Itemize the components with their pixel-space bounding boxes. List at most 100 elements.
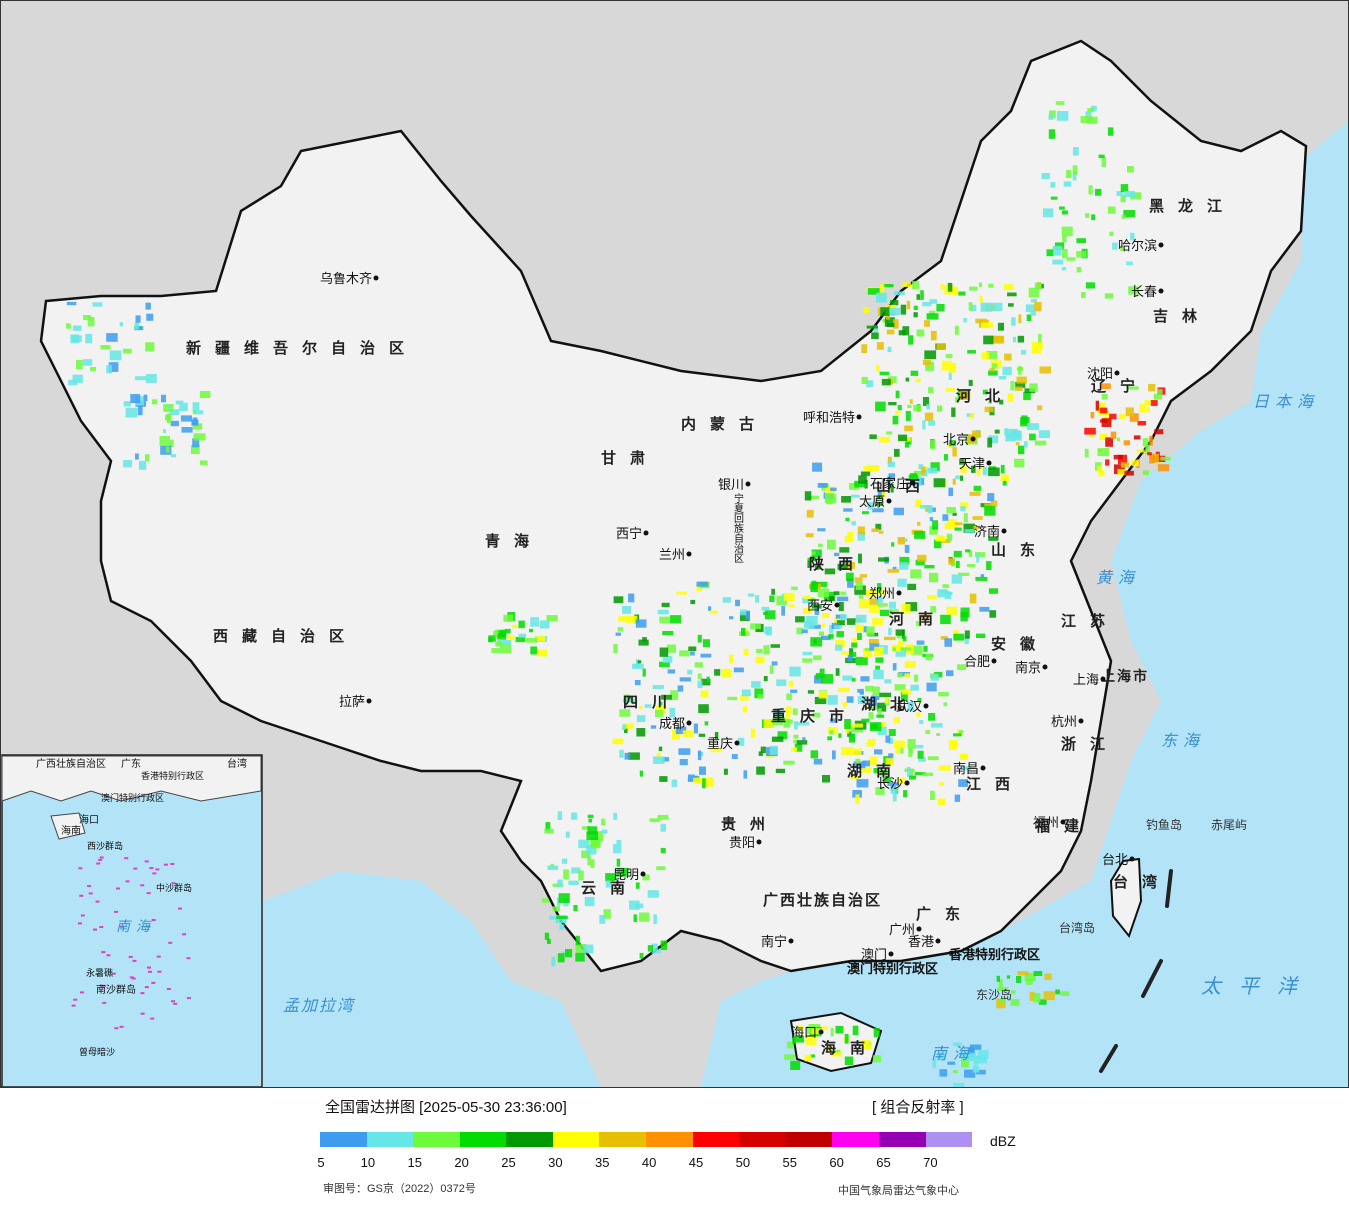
radar-echo <box>898 434 907 442</box>
radar-echo <box>857 688 864 693</box>
radar-echo <box>916 329 925 337</box>
radar-echo <box>76 359 83 369</box>
radar-echo <box>1052 259 1064 265</box>
province-label: 重庆市 <box>771 707 858 725</box>
radar-echo <box>817 483 828 488</box>
tick-label: 25 <box>501 1155 516 1170</box>
radar-echo <box>518 633 527 638</box>
radar-echo <box>1033 971 1043 976</box>
radar-echo <box>525 637 537 643</box>
radar-echo <box>951 574 962 584</box>
radar-echo <box>1088 185 1093 195</box>
radar-echo <box>1131 460 1139 467</box>
radar-echo <box>868 698 877 707</box>
radar-echo <box>544 932 550 940</box>
radar-echo <box>865 589 875 597</box>
radar-echo <box>771 736 784 742</box>
radar-echo <box>855 614 867 623</box>
radar-echo <box>679 759 688 766</box>
radar-echo <box>1101 418 1112 427</box>
radar-echo <box>859 691 864 695</box>
radar-echo <box>909 399 913 404</box>
radar-echo <box>669 707 676 718</box>
radar-echo <box>1004 353 1012 361</box>
city-label: 海口 <box>791 1026 817 1041</box>
inset-island-mark <box>182 933 187 936</box>
radar-echo <box>1029 383 1038 392</box>
radar-echo <box>924 350 937 360</box>
radar-echo <box>1142 438 1149 447</box>
radar-echo <box>1046 249 1054 257</box>
radar-echo <box>987 437 993 448</box>
radar-echo <box>783 718 791 728</box>
radar-echo <box>976 633 986 638</box>
province-label: 黑龙江 <box>1149 197 1236 215</box>
radar-echo <box>1063 181 1072 187</box>
radar-echo <box>714 669 721 676</box>
inset-island-mark <box>71 1004 76 1007</box>
radar-echo <box>679 650 690 657</box>
radar-echo <box>653 914 657 925</box>
radar-echo <box>999 399 1004 405</box>
radar-echo <box>842 675 853 681</box>
radar-echo <box>1060 991 1070 996</box>
radar-echo <box>936 304 945 312</box>
radar-echo <box>830 1052 843 1057</box>
radar-echo <box>814 675 823 684</box>
radar-echo <box>1024 441 1028 448</box>
inset-island-mark <box>157 970 162 973</box>
radar-echo <box>841 747 853 756</box>
radar-echo <box>876 714 885 718</box>
radar-echo <box>661 694 672 700</box>
inset-island-mark <box>116 887 120 890</box>
radar-echo <box>1149 435 1153 446</box>
radar-echo <box>530 646 538 655</box>
radar-echo <box>561 858 568 864</box>
radar-echo <box>647 945 654 952</box>
radar-echo <box>544 828 554 834</box>
radar-echo <box>904 425 913 432</box>
radar-echo <box>651 949 661 954</box>
radar-echo <box>649 818 660 823</box>
tick-label: 65 <box>876 1155 891 1170</box>
radar-echo <box>955 475 961 480</box>
radar-echo <box>838 601 844 612</box>
radar-echo <box>1116 437 1121 442</box>
radar-echo <box>975 318 987 324</box>
radar-echo <box>750 623 761 630</box>
radar-echo <box>790 689 798 693</box>
radar-echo <box>1090 105 1097 112</box>
radar-echo <box>1031 346 1041 354</box>
radar-echo <box>815 581 828 587</box>
radar-echo <box>159 436 170 446</box>
radar-echo <box>1123 440 1130 446</box>
city-label: 北京 <box>943 433 969 448</box>
inset-island-mark <box>144 860 149 863</box>
radar-echo <box>914 744 924 749</box>
radar-echo <box>512 624 518 629</box>
radar-echo <box>888 737 894 745</box>
radar-echo <box>879 609 890 617</box>
radar-echo <box>1038 333 1042 343</box>
radar-echo <box>1120 462 1130 468</box>
radar-echo <box>696 581 709 587</box>
radar-echo <box>878 436 891 443</box>
radar-echo <box>537 649 547 657</box>
radar-echo <box>764 626 771 635</box>
radar-echo <box>929 517 933 522</box>
radar-echo <box>910 569 922 579</box>
radar-echo <box>670 690 679 700</box>
radar-echo <box>877 583 882 593</box>
radar-echo <box>1039 366 1052 374</box>
city-label: 昆明 <box>613 868 639 883</box>
radar-echo <box>615 632 621 636</box>
radar-echo <box>590 838 601 847</box>
radar-echo <box>1153 393 1162 400</box>
radar-echo <box>932 520 938 530</box>
radar-echo <box>796 740 808 745</box>
radar-echo <box>529 628 533 633</box>
radar-echo <box>806 1037 817 1046</box>
radar-echo <box>953 1042 962 1047</box>
radar-echo <box>803 595 811 600</box>
radar-echo <box>1150 400 1158 406</box>
